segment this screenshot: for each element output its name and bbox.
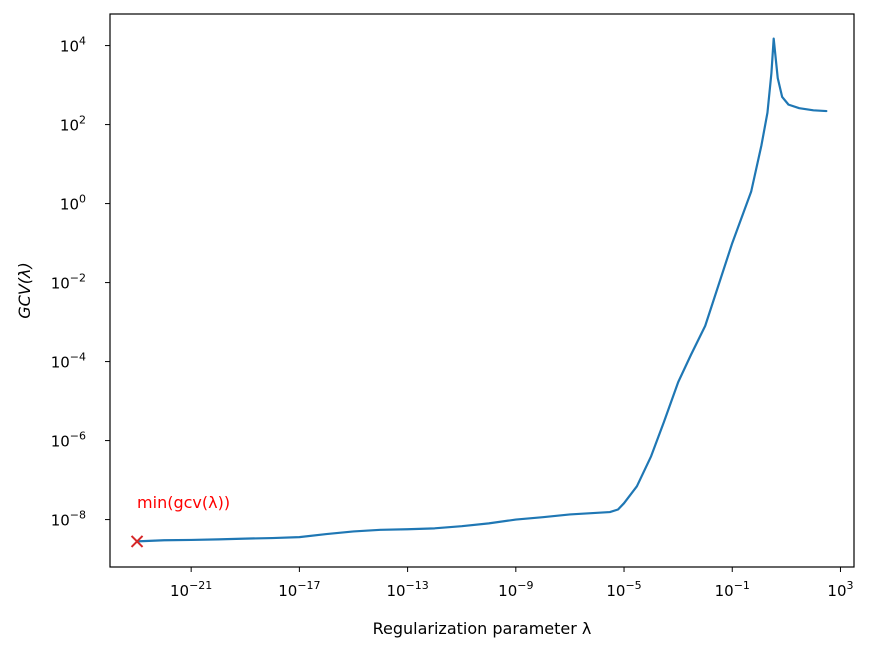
y-tick-label-2: 10−4 [51,351,86,372]
y-tick-label-6-base: 10 [60,38,79,56]
x-tick-label-6: 103 [827,579,853,600]
x-tick-label-2: 10−13 [386,579,428,600]
x-tick-label-5-base: 10 [715,582,734,600]
y-tick-label-4: 100 [60,193,86,214]
y-tick-label-6-exp: 4 [79,35,86,48]
x-tick-label-5-exp: −1 [734,579,750,592]
y-tick-label-6: 104 [60,35,86,56]
x-axis-ticks: 10−21 10−17 10−13 10−9 10−5 10−1 103 [170,567,854,600]
x-tick-label-3-exp: −9 [517,579,533,592]
x-axis-label: Regularization parameter λ [373,619,592,638]
y-tick-label-0-exp: −8 [70,509,86,522]
x-tick-label-3: 10−9 [498,579,533,600]
y-tick-label-5: 102 [60,114,86,135]
y-tick-label-2-base: 10 [51,354,70,372]
y-tick-label-5-base: 10 [60,117,79,135]
y-tick-label-4-base: 10 [60,196,79,214]
y-tick-label-0-base: 10 [51,512,70,530]
x-tick-label-0-base: 10 [170,582,189,600]
plot-frame [109,13,855,568]
y-tick-label-0: 10−8 [51,509,86,530]
y-tick-label-3-base: 10 [51,275,70,293]
min-marker-x [130,535,144,548]
y-tick-label-2-exp: −4 [70,351,86,364]
x-tick-label-0-exp: −21 [189,579,212,592]
min-annotation: min(gcv(λ)) [137,493,230,512]
series-layer [135,37,828,543]
y-axis-label: GCV(λ) [15,262,34,318]
y-tick-label-1: 10−6 [51,430,86,451]
x-tick-label-2-base: 10 [386,582,405,600]
marker-layer [130,535,144,548]
x-tick-label-3-base: 10 [498,582,517,600]
min-marker-stroke-b [130,535,144,548]
y-tick-label-3: 10−2 [51,272,86,293]
x-tick-label-6-exp: 3 [847,579,854,592]
x-tick-label-1-exp: −17 [297,579,320,592]
x-tick-label-4-exp: −5 [625,579,641,592]
x-tick-label-5: 10−1 [715,579,750,600]
x-tick-label-4: 10−5 [606,579,641,600]
y-tick-label-3-exp: −2 [70,272,86,285]
x-tick-label-6-base: 10 [827,582,846,600]
y-tick-label-1-base: 10 [51,433,70,451]
series-line-0 [135,37,828,543]
y-tick-label-5-exp: 2 [79,114,86,127]
y-tick-label-4-exp: 0 [79,193,86,206]
x-tick-label-1: 10−17 [278,579,320,600]
y-tick-label-1-exp: −6 [70,430,86,443]
x-tick-label-0: 10−21 [170,579,212,600]
x-tick-label-4-base: 10 [606,582,625,600]
x-tick-label-1-base: 10 [278,582,297,600]
x-tick-label-2-exp: −13 [406,579,429,592]
